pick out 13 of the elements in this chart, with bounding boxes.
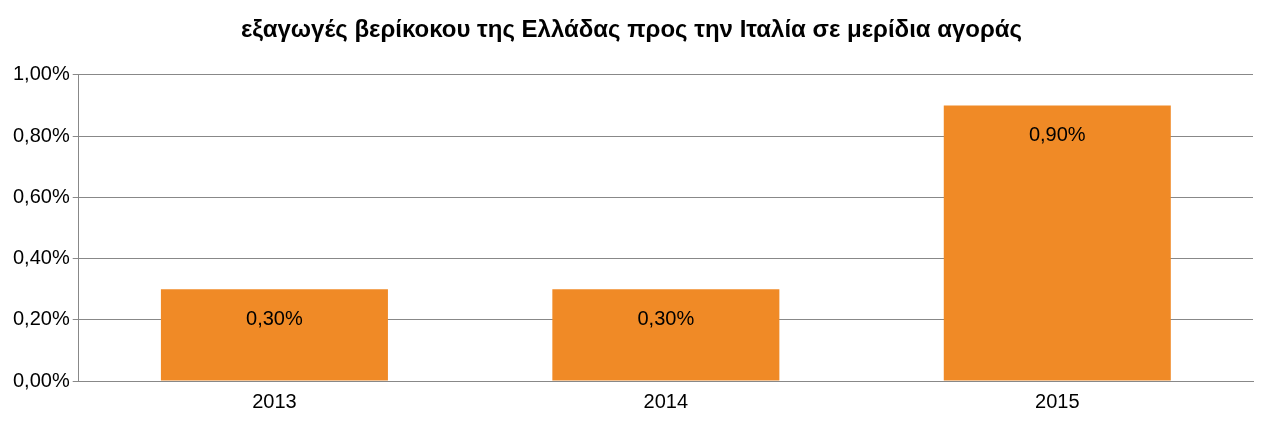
data-label: 0,90% bbox=[1028, 122, 1086, 145]
x-tick-label: 2013 bbox=[252, 389, 297, 412]
x-tick-label: 2015 bbox=[1035, 389, 1080, 412]
x-tick-label: 2014 bbox=[643, 389, 689, 412]
chart-title: εξαγωγές βερίκοκου της Ελλάδας προς την Ιταλία σε μερίδια αγοράς bbox=[240, 15, 1023, 43]
y-tick-label: 0,60% bbox=[12, 184, 70, 207]
y-tick-label: 0,80% bbox=[12, 123, 70, 146]
data-label: 0,30% bbox=[246, 306, 303, 329]
data-label: 0,30% bbox=[637, 306, 695, 329]
y-tick-label: 0,00% bbox=[12, 368, 70, 391]
y-tick-label: 0,20% bbox=[12, 307, 70, 330]
y-tick-label: 1,00% bbox=[12, 62, 70, 85]
y-tick-label: 0,40% bbox=[12, 246, 70, 269]
